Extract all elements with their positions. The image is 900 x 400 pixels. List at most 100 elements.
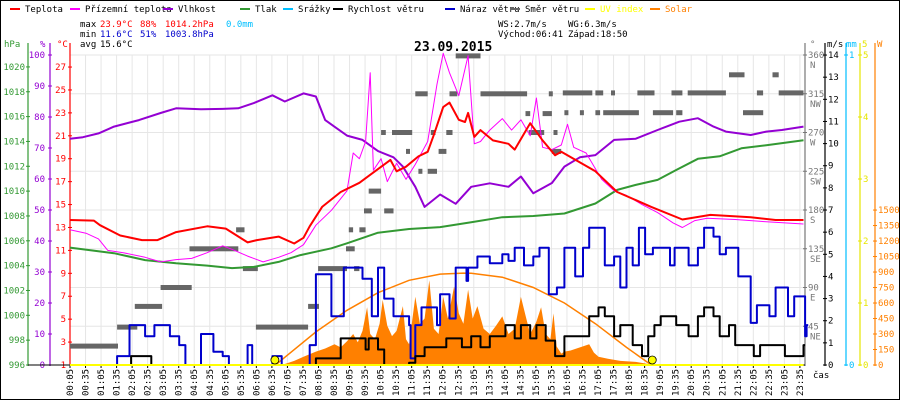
axis-tick-label-pct: 60 bbox=[34, 175, 45, 185]
plot-area bbox=[69, 52, 809, 366]
x-axis-tick-label: 14:05 bbox=[501, 369, 511, 396]
wind-speed-avg: WS:2.7m/s bbox=[498, 20, 547, 30]
axis-unit-hPa: hPa bbox=[4, 40, 20, 50]
axis-tick-label-wind: 12 bbox=[828, 95, 839, 105]
stats-block: max 23.9°C 88% 1014.2hPa 0.0mm min 11.6°… bbox=[80, 20, 628, 50]
wind-direction-mark bbox=[579, 110, 584, 116]
legend: Teplota Přízemní teplota Vlhkost Tlak Srážky… bbox=[10, 5, 693, 15]
axis-tick-label-solar: 150 bbox=[878, 346, 894, 356]
x-axis-tick-label: 01:35 bbox=[113, 369, 123, 396]
compass-label: NE bbox=[810, 332, 821, 342]
axis-unit-rain: mm bbox=[846, 40, 857, 50]
axis-tick-label-pct: 100 bbox=[29, 51, 45, 61]
axis-tick-label-wind: 9 bbox=[828, 162, 833, 172]
min-pressure: 1003.8hPa bbox=[165, 30, 214, 40]
axis-tick-label-solar: 1500 bbox=[878, 206, 900, 216]
wind-direction-mark bbox=[542, 111, 552, 117]
axis-tick-label-pct: 80 bbox=[34, 113, 45, 123]
x-axis-tick-label: 05:05 bbox=[221, 369, 231, 396]
axis-tick-label-wind: 10 bbox=[828, 140, 839, 150]
sunrise-marker bbox=[270, 355, 280, 365]
wind-direction-mark bbox=[446, 130, 453, 135]
axis-tick-label-hPa: 1012 bbox=[3, 162, 25, 172]
axes: hPa9969981000100210041006100810101012101… bbox=[3, 40, 899, 396]
axis-tick-label-solar: 900 bbox=[878, 268, 894, 278]
wind-direction-mark bbox=[449, 91, 458, 97]
legend-item-label: Teplota bbox=[25, 5, 63, 15]
axis-tick-label-solar: 1050 bbox=[878, 253, 900, 263]
x-axis-label: čas bbox=[813, 370, 829, 381]
axis-tick-label-wind: 1 bbox=[828, 339, 833, 349]
x-axis-tick-label: 16:05 bbox=[563, 369, 573, 396]
axis-unit-wind: m/s bbox=[827, 40, 843, 50]
axis-tick-label-rain: 0 bbox=[849, 361, 854, 371]
legend-item-label: Směr větru bbox=[525, 5, 579, 15]
wind-direction-mark bbox=[562, 90, 593, 96]
legend-item-label: Rychlost větru bbox=[348, 5, 424, 15]
axis-unit-uv: 5 bbox=[862, 40, 867, 50]
wind-direction-mark bbox=[595, 110, 601, 116]
max-pressure: 1014.2hPa bbox=[165, 20, 214, 30]
wind-direction-mark bbox=[189, 246, 239, 252]
axis-tick-label-hPa: 1006 bbox=[3, 237, 25, 247]
wind-direction-mark bbox=[381, 130, 386, 135]
compass-label: N bbox=[810, 61, 815, 71]
axis-tick-label-wind: 8 bbox=[828, 184, 833, 194]
axis-tick-label-temp: 17 bbox=[55, 178, 66, 188]
axis-tick-label-hPa: 998 bbox=[9, 336, 25, 346]
axis-tick-label-solar: 300 bbox=[878, 330, 894, 340]
wind-direction-mark bbox=[117, 324, 138, 330]
wind-direction-mark bbox=[348, 227, 354, 233]
x-axis-tick-label: 20:05 bbox=[687, 369, 697, 396]
x-axis-tick-label: 22:35 bbox=[765, 369, 775, 396]
wind-direction-mark bbox=[772, 72, 779, 78]
axis-tick-label-temp: 7 bbox=[61, 292, 66, 302]
wind-direction-mark bbox=[384, 208, 394, 214]
legend-item-label: Přízemní teplota bbox=[85, 5, 172, 15]
axis-tick-label-dir: 270 bbox=[808, 129, 824, 139]
axis-tick-label-solar: 750 bbox=[878, 284, 894, 294]
x-axis-tick-label: 17:05 bbox=[594, 369, 604, 396]
x-axis-tick-label: 17:35 bbox=[610, 369, 620, 396]
wind-direction-mark bbox=[652, 110, 674, 116]
axis-tick-label-pct: 50 bbox=[34, 206, 45, 216]
axis-tick-label-dir: 225 bbox=[808, 167, 824, 177]
wind-direction-mark bbox=[729, 72, 745, 78]
axis-tick-label-rain: 1 bbox=[849, 51, 854, 61]
x-axis-tick-label: 07:35 bbox=[299, 369, 309, 396]
axis-tick-label-pct: 0 bbox=[40, 361, 45, 371]
axis-tick-label-temp: 19 bbox=[55, 155, 66, 165]
axis-tick-label-solar: 450 bbox=[878, 315, 894, 325]
wind-direction-mark bbox=[603, 110, 639, 116]
axis-tick-label-wind: 11 bbox=[828, 117, 839, 127]
x-axis-tick-label: 11:35 bbox=[423, 369, 433, 396]
axis-tick-label-wind: 0 bbox=[828, 361, 833, 371]
wind-direction-mark bbox=[551, 148, 562, 154]
axis-tick-label-solar: 1200 bbox=[878, 237, 900, 247]
wind-direction-mark bbox=[743, 110, 764, 116]
x-axis-tick-label: 15:35 bbox=[547, 369, 557, 396]
axis-tick-label-pct: 70 bbox=[34, 144, 45, 154]
x-axis-tick-label: 02:35 bbox=[144, 369, 154, 396]
wind-direction-mark bbox=[255, 324, 309, 330]
legend-item-label: UV index bbox=[600, 5, 644, 15]
x-axis-tick-label: 14:35 bbox=[516, 369, 526, 396]
x-axis-tick-label: 09:05 bbox=[346, 369, 356, 396]
axis-tick-label-wind: 13 bbox=[828, 73, 839, 83]
wind-direction-mark bbox=[346, 246, 355, 252]
axis-tick-label-wind: 2 bbox=[828, 317, 833, 327]
axis-tick-label-hPa: 1008 bbox=[3, 212, 25, 222]
wind-direction-mark bbox=[756, 90, 764, 96]
x-axis-tick-label: 08:05 bbox=[314, 369, 324, 396]
compass-label: S bbox=[810, 216, 815, 226]
axis-tick-label-pct: 10 bbox=[34, 330, 45, 340]
sunset-time: Západ:18:50 bbox=[568, 30, 628, 40]
axis-tick-label-wind: 5 bbox=[828, 250, 833, 260]
axis-tick-label-temp: 21 bbox=[55, 132, 66, 142]
avg-label: avg bbox=[80, 40, 96, 50]
sunset-marker bbox=[647, 355, 657, 365]
compass-label: E bbox=[810, 294, 815, 304]
wind-direction-mark bbox=[392, 130, 413, 135]
wind-direction-mark bbox=[553, 130, 558, 135]
x-axis-tick-label: 21:35 bbox=[734, 369, 744, 396]
